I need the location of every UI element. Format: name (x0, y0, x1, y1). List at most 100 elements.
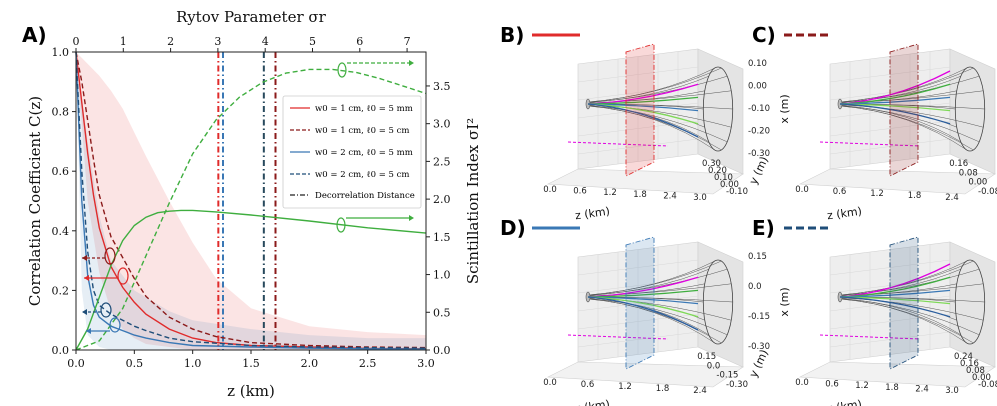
panel-3d-y-tick-3-3: 0.16 (960, 359, 979, 369)
panel-3d-wire-1-11 (839, 67, 974, 103)
legend: w0 = 1 cm, ℓ0 = 5 mm w0 = 1 cm, ℓ0 = 5 c… (282, 95, 422, 209)
x-tick-label-6: 3.0 (417, 357, 435, 370)
panel-3d-y-tick-2-2: 0.0 (707, 361, 721, 371)
panel-3d-y-tick-1-3: 0.16 (949, 159, 968, 169)
panel-3d-floor-3 (798, 361, 996, 388)
panel-3d-wire-0-4 (587, 105, 715, 151)
top-tick-label-4: 4 (262, 35, 269, 48)
panel-3d-x-label-2: x (m) (778, 287, 791, 316)
panel-3d-projection-2 (567, 334, 669, 340)
arrowhead-red (84, 275, 89, 281)
panel-3d-wire-3-5 (839, 298, 961, 336)
panel-3d-wire-1-5 (839, 105, 961, 143)
y2-tick-label-4: 2.0 (433, 193, 451, 206)
series-line-2 (75, 51, 427, 350)
x-tick-label-3: 1.5 (242, 357, 260, 370)
marker-ellipse-green-solid (336, 217, 346, 233)
legend-label-3: w0 = 2 cm, ℓ0 = 5 cm (315, 170, 409, 180)
y2-tick-label-1: 0.5 (433, 306, 451, 319)
y2-tick-label-6: 3.0 (433, 118, 451, 131)
panel-3d-aperture-3 (954, 259, 986, 345)
panel-3d-wire-2-11 (587, 260, 722, 296)
panel-a-label: A) (22, 23, 47, 47)
panel-3d-decorrelation-plane-3 (889, 236, 919, 370)
y2-tick-label-2: 1.0 (433, 269, 451, 282)
panel-3d-z-tick-1-2: 1.2 (870, 189, 884, 199)
panel-3d-trajectory-1-4 (839, 103, 951, 125)
panel-3d-projection-0 (567, 141, 669, 147)
y2-tick-label-7: 3.5 (433, 80, 451, 93)
panel-3d-y-label-2: y (m) (747, 347, 771, 379)
y2-tick-label-5: 2.5 (433, 155, 451, 168)
panel-3d-z-tick-3-5: 3.0 (945, 386, 959, 396)
legend-label-0: w0 = 1 cm, ℓ0 = 5 mm (315, 104, 413, 114)
panel-3d-x-tick-0-0: 0.10 (748, 59, 767, 69)
x-tick-label-4: 2.0 (301, 357, 319, 370)
y-tick-label-0: 0.0 (52, 344, 70, 357)
panel-3d-wire-0-12 (587, 75, 728, 103)
panel-3d-z-tick-0-2: 1.2 (603, 188, 617, 198)
panel-3d-y-tick-0-4: 0.30 (702, 159, 721, 169)
marker-ellipse-darkred (104, 247, 116, 265)
panel-3d-x-tick-0-2: -0.10 (748, 104, 770, 114)
marker-ellipse-darkblue (100, 302, 112, 318)
panel-3d-wire-3-12 (839, 268, 980, 296)
panel-3d-z-tick-1-3: 1.8 (908, 191, 922, 201)
panel-3d-z-tick-2-3: 1.8 (656, 384, 670, 394)
panel-3d-decorrelation-plane-2 (625, 236, 655, 370)
panel-3d-z-tick-0-4: 2.4 (663, 191, 677, 201)
panel-3d-trajectory-2-4 (587, 296, 699, 331)
panel-3d-x-tick-0-4: -0.30 (748, 149, 770, 159)
panel-3d-floor-0 (546, 168, 744, 195)
series-line-4 (75, 209, 427, 351)
top-tick-label-2: 2 (167, 35, 174, 48)
panel-3d-wire-2-4 (587, 298, 715, 344)
top-axis-label: Rytov Parameter σr (176, 8, 326, 26)
panel-3d-y-tick-2-0: -0.30 (726, 380, 748, 390)
panel-3d-z-tick-2-1: 0.6 (581, 380, 595, 390)
panel-3d-wire-0-11 (587, 67, 722, 103)
panel-3d-trajectory-0-4 (587, 103, 699, 138)
panel-3d-x-tick-2-0: 0.15 (748, 252, 767, 262)
panel-3d-x-tick-2-3: -0.30 (748, 342, 770, 352)
legend-box (282, 95, 422, 209)
panel-3d-x-tick-2-1: 0.0 (748, 282, 762, 292)
marker-ellipse-green-dashed (337, 62, 347, 78)
panel-3d-z-tick-0-0: 0.0 (543, 185, 557, 195)
panel-3d-grid-h-2-5 (577, 331, 699, 348)
panel-3d-z-tick-0-1: 0.6 (573, 187, 587, 197)
panel-3d-trajectory-3-4 (839, 296, 951, 318)
series-line-1 (75, 51, 427, 349)
panel-3d-z-tick-2-0: 0.0 (543, 378, 557, 388)
panel-3d-y-tick-3-0: -0.08 (978, 380, 997, 390)
top-tick-label-6: 6 (356, 35, 363, 48)
panel-3d-y-tick-0-2: 0.10 (714, 173, 733, 183)
arrowhead-darkred (82, 255, 87, 261)
panel-3d-x-label-0: x (m) (778, 94, 791, 123)
panel-3d-z-tick-1-0: 0.0 (795, 185, 809, 195)
panel-3d-y-tick-3-1: 0.00 (972, 373, 991, 383)
x-axis-label: z (km) (227, 382, 275, 400)
y-tick-label-1: 0.2 (52, 284, 70, 297)
panel-3d-y-tick-2-1: -0.15 (716, 371, 738, 381)
top-tick-label-3: 3 (214, 35, 221, 48)
y-tick-label-2: 0.4 (52, 225, 70, 238)
panel-3d-1: C) 0.0 0.6 1.2 1.8 2.4 z (km) -0.080.000.080.16… (752, 23, 997, 222)
panel-3d-y-tick-0-3: 0.20 (708, 166, 727, 176)
panel-3d-z-label-0: z (km) (574, 205, 610, 223)
panel-3d-label-0: B) (500, 23, 524, 47)
panel-3d-projection-3 (819, 334, 921, 340)
panel-3d-z-label-2: z (km) (574, 398, 610, 406)
panel-3d-x-tick-2-2: -0.15 (748, 312, 770, 322)
y2-tick-label-3: 1.5 (433, 231, 451, 244)
uncertainty-band-0 (76, 52, 426, 350)
panel-3d-aperture-0 (702, 66, 734, 152)
panel-3d-z-label-1: z (km) (826, 205, 862, 223)
y-tick-label-5: 1.0 (52, 46, 70, 59)
panel-3d-y-tick-2-3: 0.15 (697, 352, 716, 362)
y2-axis-label: Scintillation Index σI² (464, 118, 482, 284)
x-tick-label-2: 1.0 (184, 357, 202, 370)
x-tick-label-1: 0.5 (126, 357, 144, 370)
panel-3d-z-tick-3-4: 2.4 (915, 384, 929, 394)
